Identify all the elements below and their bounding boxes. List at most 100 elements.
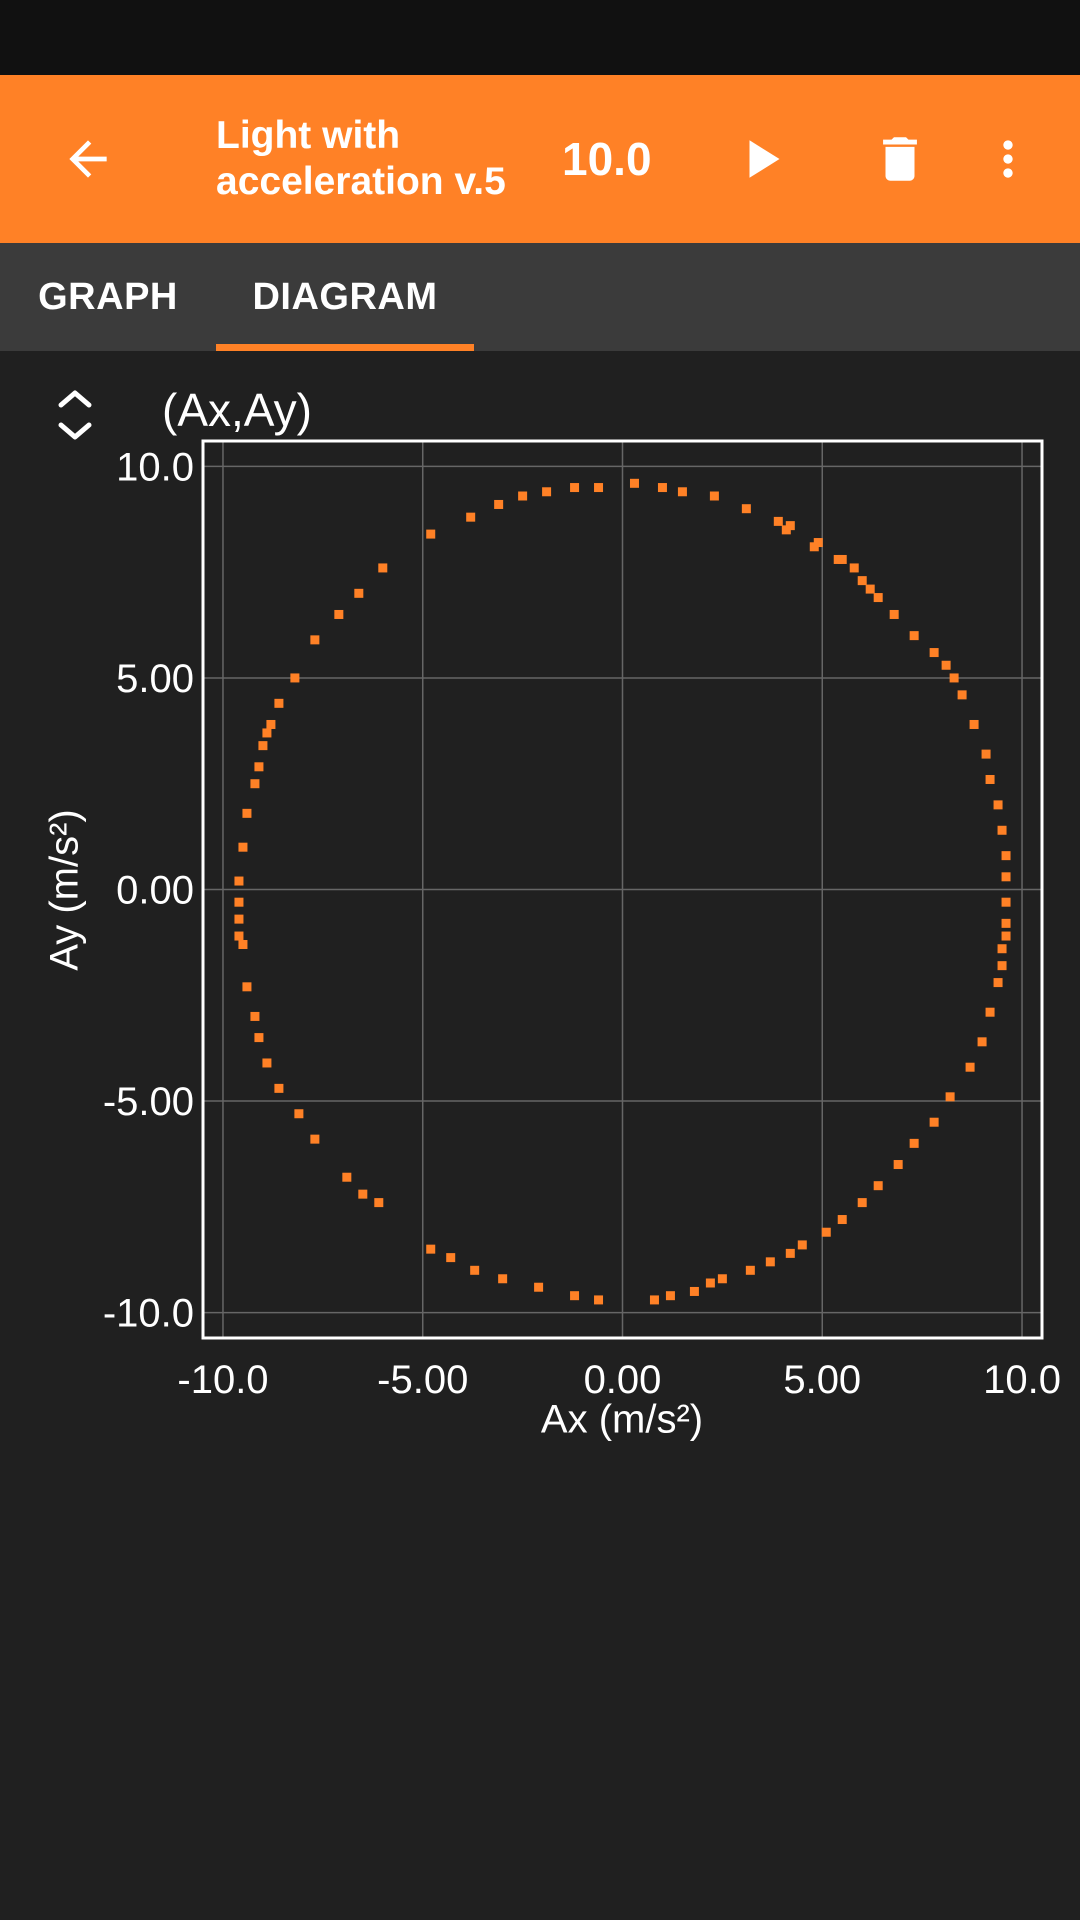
data-point (262, 1058, 272, 1068)
data-point (358, 1189, 368, 1199)
data-point (242, 808, 252, 818)
data-point (1001, 931, 1011, 941)
data-point (310, 635, 320, 645)
y-axis-label: Ay (m/s²) (42, 809, 87, 971)
data-point (498, 1274, 508, 1284)
data-point (1001, 851, 1011, 861)
data-point (821, 1227, 831, 1237)
data-point (294, 1109, 304, 1119)
arrow-back-icon (69, 140, 107, 178)
data-point (993, 800, 1003, 810)
data-point (649, 1295, 659, 1305)
tab-diagram[interactable]: DIAGRAM (252, 275, 438, 318)
data-point (889, 609, 899, 619)
expand-collapse-button[interactable] (50, 380, 100, 450)
data-point (765, 1257, 775, 1267)
data-point (629, 478, 639, 488)
play-icon (749, 140, 780, 178)
app-bar: Light with acceleration v.5 10.0 (0, 75, 1080, 243)
play-button[interactable] (722, 119, 802, 199)
data-point (997, 825, 1007, 835)
y-tick-label: 10.0 (116, 445, 194, 489)
data-point (342, 1172, 352, 1182)
data-point (785, 1248, 795, 1258)
data-point (797, 1240, 807, 1250)
data-point (865, 584, 875, 594)
data-point (745, 1265, 755, 1275)
data-point (969, 719, 979, 729)
data-point (997, 944, 1007, 954)
data-point (238, 842, 248, 852)
data-point (785, 521, 795, 531)
more-options-button[interactable] (968, 119, 1048, 199)
data-point (310, 1134, 320, 1144)
data-point (965, 1062, 975, 1072)
data-point (773, 516, 783, 526)
duration-value[interactable]: 10.0 (562, 133, 652, 185)
data-point (470, 1265, 480, 1275)
x-tick-label: 0.00 (584, 1358, 662, 1402)
data-point (873, 593, 883, 603)
data-point (689, 1286, 699, 1296)
data-point (677, 487, 687, 497)
data-point (250, 779, 260, 789)
data-point (378, 563, 388, 573)
y-tick-label: 5.00 (116, 657, 194, 701)
data-point (234, 931, 244, 941)
data-point (242, 982, 252, 992)
data-point (354, 588, 364, 598)
back-button[interactable] (48, 119, 128, 199)
data-point (254, 762, 264, 772)
tab-bar: GRAPH DIAGRAM (0, 243, 1080, 351)
x-tick-label: -10.0 (177, 1358, 268, 1402)
active-tab-indicator (216, 344, 474, 351)
data-point (518, 491, 528, 501)
data-point (426, 529, 436, 539)
data-point (234, 897, 244, 907)
experiment-title: Light with acceleration v.5 (216, 114, 506, 203)
data-point (741, 504, 751, 514)
data-point (254, 1033, 264, 1043)
data-point (374, 1198, 384, 1208)
data-point (594, 1295, 604, 1305)
data-point (997, 961, 1007, 971)
chart-title: (Ax,Ay) (162, 384, 312, 436)
data-point (570, 1291, 580, 1301)
data-point (985, 1007, 995, 1017)
data-point (957, 690, 967, 700)
status-bar (0, 0, 1080, 75)
data-point (334, 609, 344, 619)
trash-icon (883, 137, 917, 181)
data-point (849, 563, 859, 573)
data-point (945, 1092, 955, 1102)
y-tick-label: 0.00 (116, 869, 194, 913)
y-tick-label: -5.00 (103, 1080, 194, 1124)
data-point (258, 741, 268, 751)
diagram-panel (0, 351, 1080, 1920)
data-point (813, 538, 823, 548)
data-point (837, 1215, 847, 1225)
data-point (266, 719, 276, 729)
data-point (426, 1244, 436, 1254)
tab-graph[interactable]: GRAPH (38, 275, 178, 318)
data-point (857, 1198, 867, 1208)
more-vert-icon (1003, 140, 1013, 178)
data-point (893, 1160, 903, 1170)
data-point (873, 1181, 883, 1191)
data-point (534, 1282, 544, 1292)
data-point (985, 774, 995, 784)
data-point (542, 487, 552, 497)
data-point (949, 673, 959, 683)
data-point (1001, 872, 1011, 882)
data-point (929, 648, 939, 658)
data-point (494, 499, 504, 509)
data-point (993, 978, 1003, 988)
data-point (234, 914, 244, 924)
data-point (705, 1278, 715, 1288)
delete-button[interactable] (860, 119, 940, 199)
data-point (274, 1083, 284, 1093)
data-point (594, 483, 604, 493)
x-tick-label: -5.00 (377, 1358, 468, 1402)
data-point (1001, 918, 1011, 928)
